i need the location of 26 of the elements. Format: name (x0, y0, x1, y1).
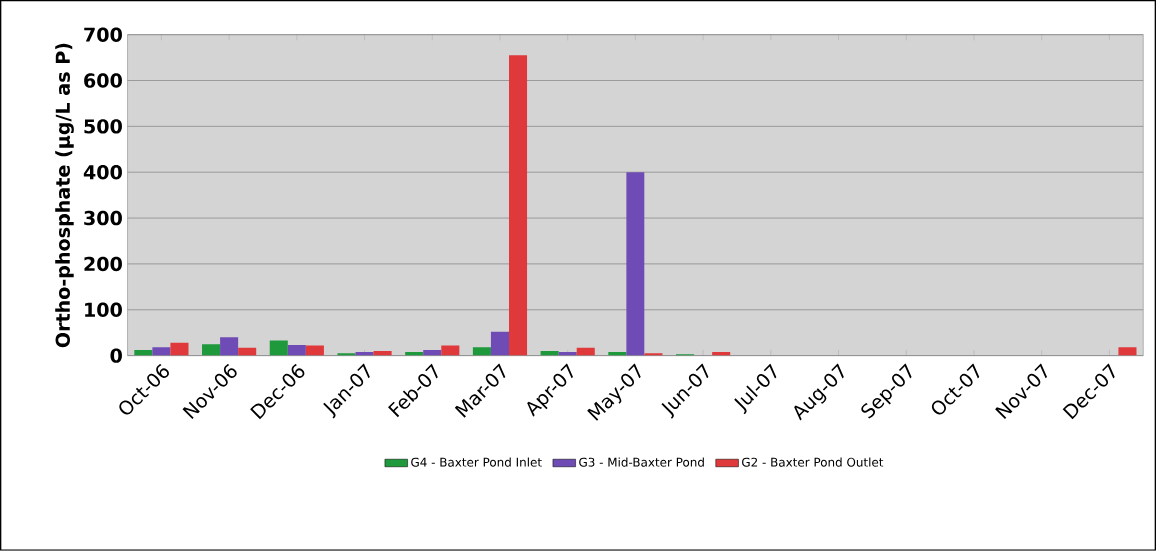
y-axis-title: Ortho-phosphate (µg/L as P) (55, 43, 74, 348)
bar (423, 350, 442, 356)
y-tick-label: 200 (84, 256, 122, 272)
bar (287, 345, 306, 356)
bar (134, 350, 153, 356)
bar (509, 55, 528, 356)
bar (220, 337, 239, 356)
legend-label: G2 - Baxter Pond Outlet (742, 457, 884, 467)
bar (170, 342, 189, 356)
bar (472, 347, 491, 356)
y-tick-label: 400 (83, 165, 122, 180)
y-tick-label: 300 (84, 210, 122, 226)
bar (626, 172, 645, 356)
legend-label: G3 - Mid-Baxter Pond (579, 457, 704, 467)
y-tick-label: 500 (84, 119, 122, 134)
bar (269, 340, 288, 356)
bar (152, 347, 171, 356)
legend-label: G4 - Baxter Pond Inlet (411, 457, 542, 467)
y-tick-label: 600 (84, 73, 122, 88)
bar (490, 331, 509, 356)
bar (337, 353, 356, 356)
y-tick-label: 100 (85, 302, 122, 318)
bar (202, 344, 221, 356)
bar (1118, 347, 1137, 356)
y-tick-label: 700 (84, 27, 122, 43)
y-tick-label: 0 (110, 348, 122, 363)
